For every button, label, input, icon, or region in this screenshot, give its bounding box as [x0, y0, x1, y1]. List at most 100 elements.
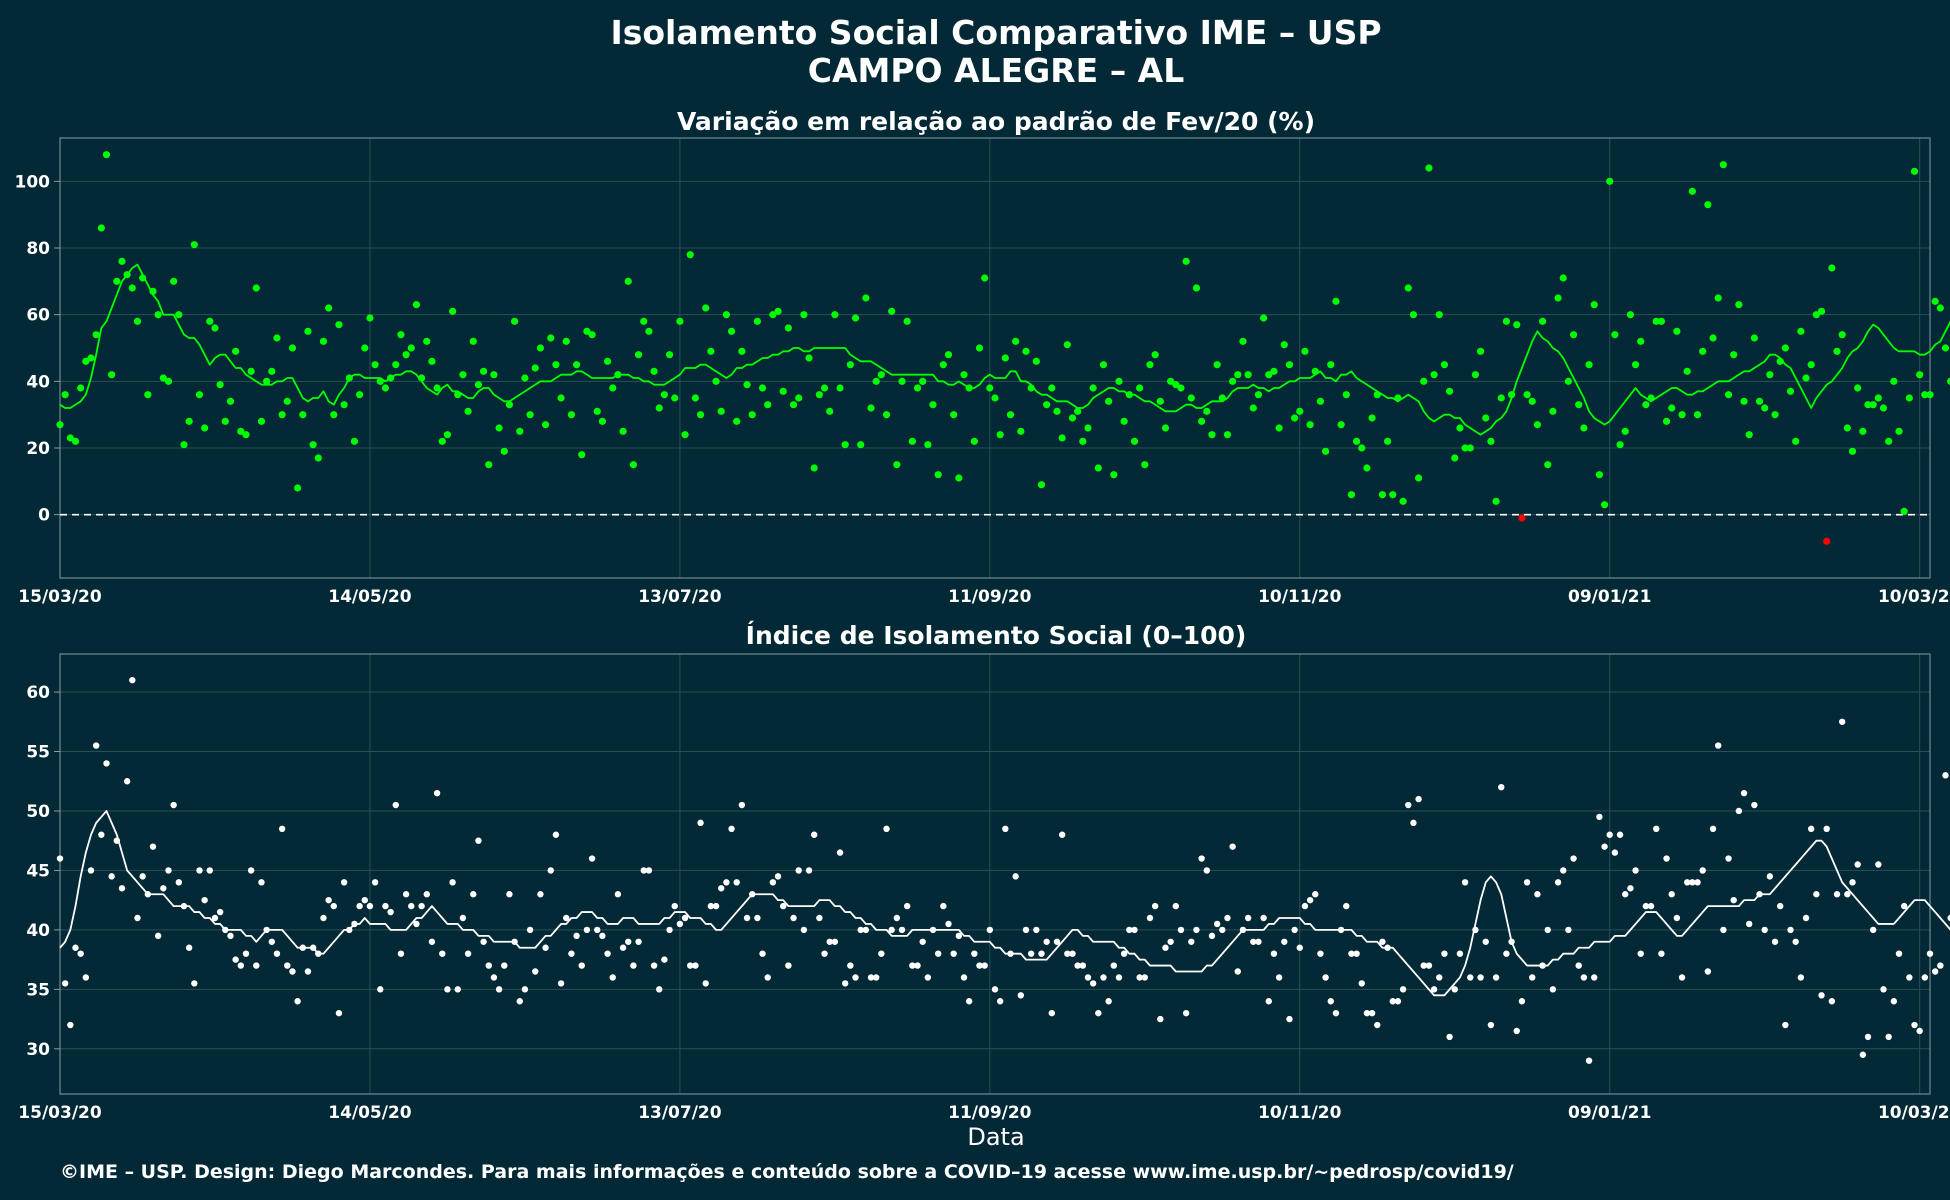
p2-data-point: [728, 825, 735, 833]
p2-data-point: [795, 867, 802, 874]
p2-data-point: [470, 891, 477, 898]
p2-data-point: [1425, 962, 1433, 969]
p1-data-point: [402, 351, 410, 359]
p2-data-point: [1818, 992, 1825, 999]
p1-data-point: [1012, 337, 1020, 345]
p2-data-point: [1007, 950, 1014, 957]
p2-data-point: [1534, 891, 1541, 898]
p1-data-point: [950, 411, 958, 419]
p2-data-point: [1663, 855, 1670, 862]
p2-data-point: [304, 968, 312, 975]
p2-data-point: [1585, 1057, 1593, 1064]
p2-data-point: [1260, 914, 1267, 922]
p2-data-point: [191, 980, 198, 987]
p2-data-point: [697, 819, 704, 827]
p1-data-point: [226, 397, 235, 405]
p2-data-point: [971, 950, 978, 957]
p1-data-point: [1198, 417, 1206, 425]
p2-data-point: [532, 968, 539, 975]
p1-data-point: [392, 361, 400, 369]
p2-data-point: [1637, 950, 1644, 957]
p1-data-point: [862, 294, 870, 302]
p2-data-point: [996, 998, 1004, 1005]
p2-data-point: [759, 950, 766, 957]
p1-data-point: [1900, 507, 1908, 515]
p1-x-tick-label: 15/03/20: [18, 587, 102, 607]
p1-data-point: [1120, 417, 1128, 425]
p2-x-tick-label: 14/05/20: [328, 1103, 412, 1123]
p1-data-point: [1048, 384, 1056, 392]
p2-panel-border: [59, 653, 1931, 1095]
p2-data-point: [1926, 950, 1934, 957]
p1-data-point: [340, 401, 348, 409]
p2-data-point: [831, 938, 839, 945]
p1-y-tick-label: 40: [26, 372, 50, 392]
p2-data-point: [1565, 926, 1572, 934]
p1-data-point: [831, 311, 839, 319]
p1-data-point: [1105, 397, 1113, 405]
p2-data-point: [1854, 861, 1861, 868]
p2-data-point: [1358, 980, 1365, 987]
p2-data-point: [1399, 986, 1407, 993]
p1-data-point: [144, 391, 152, 399]
p2-data-point: [1792, 938, 1799, 945]
p2-data-point: [1275, 974, 1283, 981]
p2-data-point: [1368, 1009, 1376, 1017]
p1-data-point: [975, 344, 984, 352]
p2-data-point: [965, 998, 973, 1005]
p2-data-point: [1622, 891, 1629, 898]
p2-data-point: [991, 986, 999, 993]
p2-data-point: [940, 902, 947, 910]
p2-data-point: [118, 885, 126, 892]
p2-data-point: [227, 932, 234, 940]
p1-data-point: [1595, 471, 1603, 479]
p2-data-point: [1513, 1027, 1520, 1035]
p1-data-point: [1456, 424, 1464, 432]
p1-data-point: [1637, 337, 1645, 345]
p1-data-point: [1590, 301, 1598, 309]
p2-data-point: [1508, 938, 1515, 945]
p2-data-point: [1074, 962, 1081, 969]
p1-data-point: [1053, 407, 1061, 415]
p2-data-point: [1306, 896, 1314, 904]
p2-data-point: [1482, 938, 1489, 945]
p1-data-point: [469, 337, 477, 345]
p1-data-point: [1125, 391, 1133, 399]
p2-data-point: [1389, 998, 1396, 1005]
p1-data-point: [882, 411, 891, 419]
p2-data-point: [1363, 1009, 1371, 1017]
p2-data-point: [604, 950, 611, 957]
p1-data-point: [273, 334, 281, 342]
p1-data-point: [139, 274, 147, 282]
p1-data-point: [485, 461, 493, 469]
p2-data-point: [1322, 974, 1329, 981]
p2-data-point: [1239, 926, 1247, 934]
p2-data-point: [1746, 920, 1753, 928]
p2-data-point: [1487, 1021, 1495, 1029]
p2-data-point: [247, 867, 255, 874]
p1-data-point: [113, 277, 121, 285]
p2-data-point: [1053, 938, 1061, 945]
p2-data-point: [733, 879, 740, 886]
p2-data-point: [867, 974, 875, 981]
p2-data-point: [1208, 932, 1216, 940]
p2-data-point: [547, 867, 554, 874]
p2-data-point: [1797, 974, 1805, 981]
p1-data-point: [294, 484, 302, 492]
p1-data-point: [1285, 361, 1294, 369]
p1-data-point: [449, 307, 457, 315]
p1-data-point: [1714, 294, 1722, 302]
p2-data-point: [464, 950, 472, 957]
p2-data-point: [397, 950, 405, 957]
p1-data-point: [898, 377, 906, 385]
p1-data-point: [681, 431, 689, 439]
p1-data-point: [1869, 401, 1877, 409]
p2-data-point: [1105, 998, 1112, 1005]
chart-title-line2: CAMPO ALEGRE – AL: [808, 51, 1185, 90]
p2-data-point: [857, 926, 864, 934]
p2-data-point: [1611, 849, 1619, 856]
p1-data-point: [1213, 361, 1221, 369]
p2-data-point: [1771, 938, 1779, 945]
p2-data-point: [1203, 867, 1211, 874]
p2-data-point: [1813, 891, 1820, 898]
